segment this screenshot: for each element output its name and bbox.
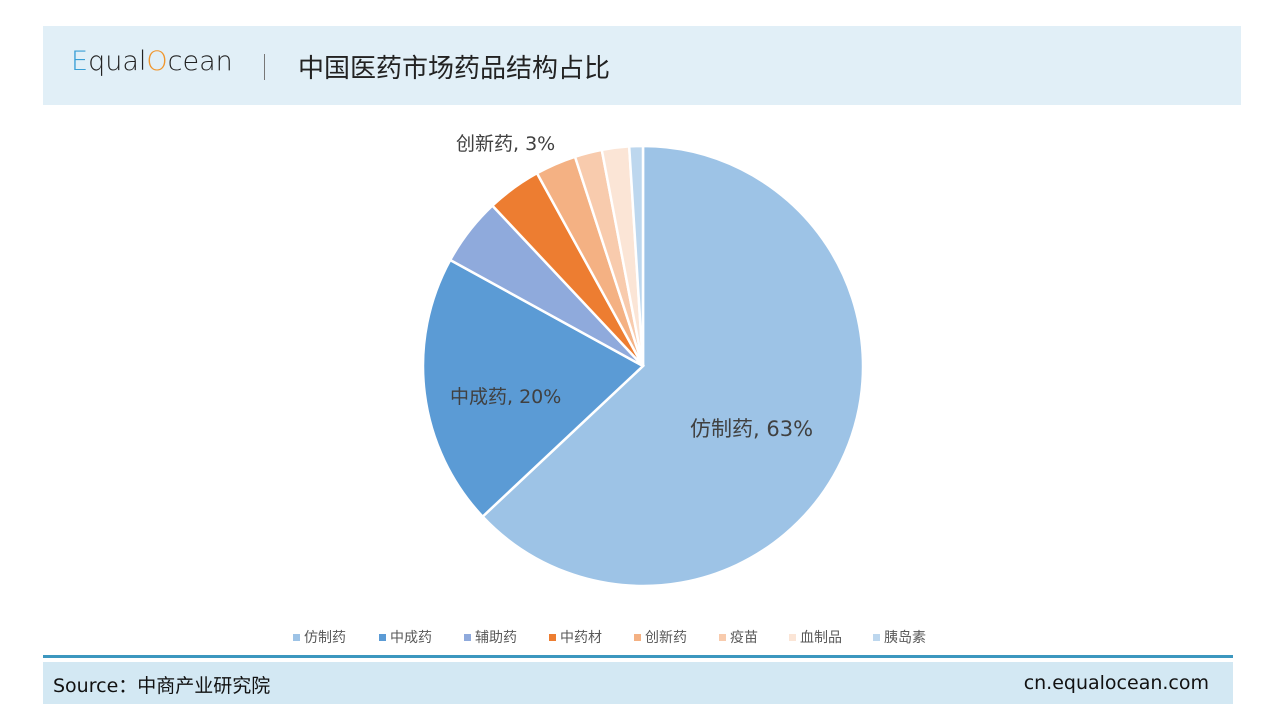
legend-item: 疫苗 <box>719 627 758 647</box>
legend-label: 辅助药 <box>475 630 517 646</box>
logo-e: E <box>71 46 89 77</box>
legend-label: 中成药 <box>390 630 432 646</box>
legend-swatch <box>789 633 796 641</box>
footer-rule <box>43 655 1233 658</box>
legend-item: 血制品 <box>789 627 842 647</box>
legend-swatch <box>379 633 386 641</box>
legend-item: 仿制药 <box>293 627 346 647</box>
legend-label: 中药材 <box>560 630 602 646</box>
page-title: 中国医药市场药品结构占比 <box>298 54 611 84</box>
data-label-generic: 仿制药, 63% <box>690 417 814 441</box>
legend-label: 胰岛素 <box>884 630 926 646</box>
source-text: Source：中商产业研究院 <box>53 675 271 697</box>
legend-swatch <box>293 633 300 641</box>
data-label-innovative: 创新药, 3% <box>456 133 556 155</box>
pie-slice-胰岛素 <box>627 144 645 367</box>
footer-bar: Source：中商产业研究院 cn.equalocean.com <box>43 662 1233 704</box>
legend-swatch <box>719 633 726 641</box>
legend-item: 创新药 <box>634 627 687 647</box>
legend-item: 中成药 <box>379 627 432 647</box>
legend-label: 创新药 <box>645 630 687 646</box>
pie-chart <box>421 144 865 588</box>
legend-item: 胰岛素 <box>873 627 926 647</box>
legend-swatch <box>634 633 641 641</box>
logo-text-cean: cean <box>167 46 233 77</box>
legend-label: 仿制药 <box>304 630 346 646</box>
legend-item: 辅助药 <box>464 627 517 647</box>
data-label-tcm: 中成药, 20% <box>450 386 562 408</box>
legend-label: 血制品 <box>800 630 842 646</box>
legend-swatch <box>549 633 556 641</box>
pie-slice-中成药 <box>421 258 646 519</box>
chart-legend: 仿制药 中成药 辅助药 中药材 创新药 疫苗 血制品 胰岛素 <box>0 627 1280 647</box>
legend-swatch <box>464 633 471 641</box>
legend-swatch <box>873 633 880 641</box>
legend-label: 疫苗 <box>730 630 758 646</box>
pie-slice-仿制药 <box>480 144 865 588</box>
logo-text-qual: qual <box>88 46 147 77</box>
logo-o: O <box>146 46 168 77</box>
site-url: cn.equalocean.com <box>1023 672 1209 694</box>
header-banner: EqualOcean 中国医药市场药品结构占比 <box>43 26 1241 105</box>
equalocean-logo: EqualOcean <box>71 46 233 77</box>
legend-item: 中药材 <box>549 627 602 647</box>
header-divider <box>264 54 265 80</box>
